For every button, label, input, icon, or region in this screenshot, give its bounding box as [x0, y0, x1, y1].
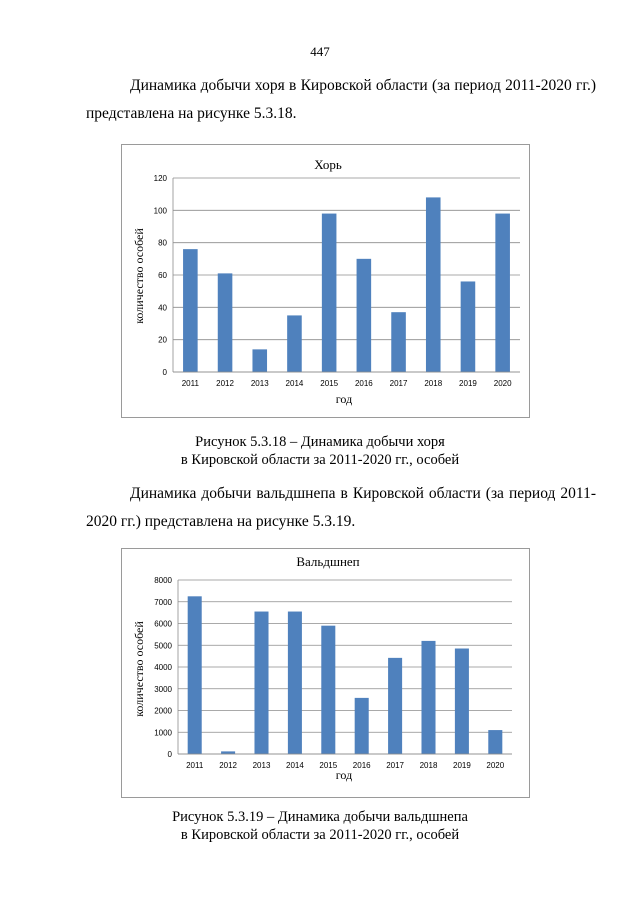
bar — [321, 213, 337, 372]
y-tick-label: 20 — [158, 336, 167, 345]
y-tick-label: 2000 — [154, 707, 172, 716]
x-tick-label: 2020 — [486, 761, 504, 770]
bar — [221, 751, 236, 754]
x-tick-label: 2016 — [355, 379, 373, 388]
x-tick-label: 2017 — [390, 379, 408, 388]
bar — [460, 281, 476, 372]
bar — [183, 249, 198, 372]
y-tick-label: 4000 — [154, 663, 172, 672]
chart-valdshnep: Вальдшнеп количество особей год 0 1000 200… — [121, 548, 530, 798]
x-tick-label: 2011 — [182, 379, 200, 388]
x-tick-label: 2011 — [186, 761, 204, 770]
bar — [388, 657, 403, 754]
y-tick-label: 7000 — [154, 598, 172, 607]
bar — [287, 315, 302, 372]
caption-1-line-2: в Кировской области за 2011-2020 гг., ос… — [180, 452, 460, 468]
y-tick-label: 1000 — [154, 728, 172, 737]
x-tick-label: 2013 — [251, 379, 269, 388]
y-tick-label: 40 — [158, 303, 167, 312]
chart-title: Вальдшнеп — [296, 554, 359, 569]
plot-area: 0 1000 2000 3000 4000 5000 6000 7000 8000 2011 201… — [154, 576, 512, 770]
x-tick-label: 2012 — [219, 761, 237, 770]
paragraph-2-line-1: Динамика добычи вальдшнепа в Кировской о… — [130, 485, 596, 502]
chart-valdshnep-svg: Вальдшнеп количество особей год 0 1000 200… — [132, 554, 512, 782]
caption-2-line-1: Рисунок 5.3.19 – Динамика добычи вальдшн… — [172, 809, 468, 825]
bar — [354, 697, 369, 754]
paragraph-2-line-2: 2020 гг.) представлена на рисунке 5.3.19… — [86, 513, 356, 530]
caption-2-line-2: в Кировской области за 2011-2020 гг., ос… — [180, 827, 460, 843]
bar — [254, 611, 269, 754]
y-axis-label: количество особей — [132, 228, 146, 324]
paragraph-1-line-2: представлена на рисунке 5.3.18. — [86, 105, 297, 122]
y-axis-label: количество особей — [132, 621, 146, 717]
x-axis-label: год — [336, 392, 352, 406]
x-tick-label: 2013 — [253, 761, 271, 770]
page-number: 447 — [310, 44, 330, 59]
y-tick-label: 6000 — [154, 620, 172, 629]
bar — [425, 197, 441, 372]
y-tick-label: 5000 — [154, 641, 172, 650]
bar — [495, 213, 510, 372]
x-tick-label: 2015 — [319, 761, 337, 770]
paragraph-1: Динамика добычи хоря в Кировской области… — [86, 72, 596, 128]
bar — [287, 611, 302, 754]
y-tick-label: 100 — [154, 206, 168, 215]
bar — [321, 625, 336, 754]
bar — [356, 258, 372, 372]
chart-khor-svg: Хорь количество особей год 0 20 40 60 80 100 1… — [132, 157, 520, 406]
x-tick-label: 2015 — [320, 379, 338, 388]
y-tick-label: 80 — [158, 239, 167, 248]
plot-area: 0 20 40 60 80 100 120 2011 2012 2013 2014 2015 2016 2… — [154, 174, 520, 388]
bar — [488, 730, 503, 754]
bar — [217, 273, 233, 372]
y-tick-label: 8000 — [154, 576, 172, 585]
x-tick-label: 2019 — [453, 761, 471, 770]
bar — [187, 596, 202, 754]
x-tick-label: 2020 — [494, 379, 512, 388]
y-tick-label: 0 — [163, 368, 168, 377]
figure-caption-1: Рисунок 5.3.18 – Динамика добычи хоря в … — [0, 433, 640, 469]
chart-khor: Хорь количество особей год 0 20 40 60 80 100 1… — [121, 144, 530, 418]
x-tick-label: 2019 — [459, 379, 477, 388]
y-tick-label: 120 — [154, 174, 168, 183]
x-axis-label: год — [336, 768, 352, 782]
x-tick-label: 2018 — [420, 761, 438, 770]
paragraph-1-line-1: Динамика добычи хоря в Кировской области… — [130, 77, 596, 94]
bar — [454, 648, 469, 754]
bar — [252, 349, 268, 372]
paragraph-2: Динамика добычи вальдшнепа в Кировской о… — [86, 480, 596, 536]
chart-title: Хорь — [314, 157, 342, 172]
y-tick-label: 60 — [158, 271, 167, 280]
y-tick-label: 3000 — [154, 685, 172, 694]
x-tick-label: 2014 — [286, 761, 304, 770]
bar — [391, 312, 406, 372]
y-tick-label: 0 — [168, 750, 173, 759]
x-tick-label: 2012 — [216, 379, 234, 388]
x-tick-label: 2017 — [386, 761, 404, 770]
figure-caption-2: Рисунок 5.3.19 – Динамика добычи вальдшн… — [0, 808, 640, 844]
x-tick-label: 2016 — [353, 761, 371, 770]
x-tick-label: 2014 — [286, 379, 304, 388]
caption-1-line-1: Рисунок 5.3.18 – Динамика добычи хоря — [195, 434, 445, 450]
bar — [421, 640, 436, 754]
x-tick-label: 2018 — [424, 379, 442, 388]
